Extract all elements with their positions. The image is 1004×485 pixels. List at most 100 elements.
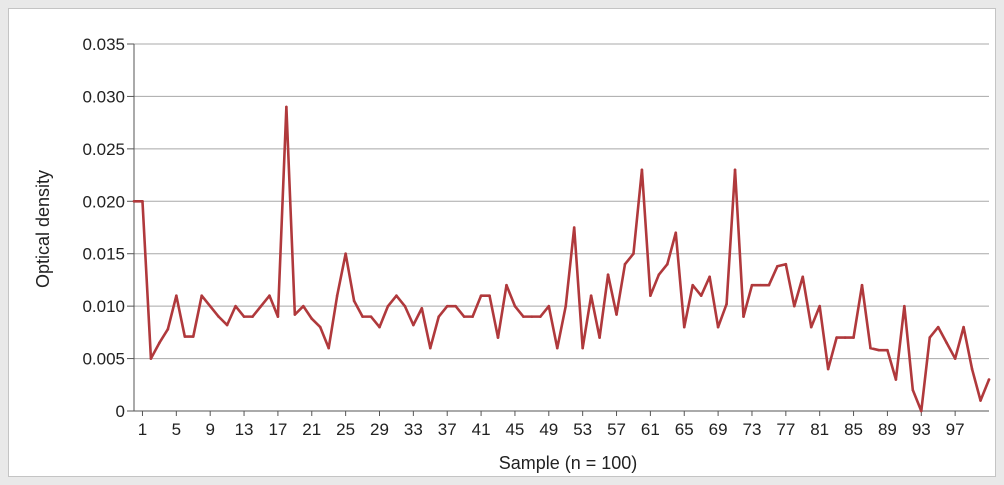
data-point (666, 262, 669, 266)
data-point (251, 315, 254, 318)
series-layer (132, 105, 991, 413)
data-point (936, 325, 940, 329)
data-point (386, 304, 390, 308)
data-point (208, 304, 212, 308)
data-point (691, 283, 695, 287)
data-point (395, 294, 398, 297)
data-point (657, 273, 661, 276)
data-point (835, 336, 838, 339)
data-point (869, 346, 872, 350)
data-point (606, 273, 610, 276)
data-point (505, 283, 508, 287)
data-point (894, 378, 898, 381)
data-point (310, 317, 314, 321)
data-point (191, 335, 195, 338)
data-line (132, 105, 991, 413)
x-tick-label: 9 (205, 420, 214, 439)
data-point (860, 283, 864, 287)
x-tick-label: 97 (946, 420, 965, 439)
data-point (581, 346, 584, 350)
data-point (539, 315, 542, 318)
data-point (919, 409, 923, 413)
data-point (979, 399, 982, 402)
data-point (564, 304, 568, 308)
grid-lines (134, 43, 989, 360)
data-point (826, 367, 830, 371)
x-tick-label: 17 (268, 420, 287, 439)
x-tick-label: 25 (336, 420, 355, 439)
data-point (750, 283, 754, 287)
data-point (818, 304, 821, 308)
x-tick-label: 69 (709, 420, 728, 439)
data-point (987, 378, 991, 381)
data-point (352, 299, 356, 303)
data-point (615, 313, 618, 316)
x-tick-label: 57 (607, 420, 626, 439)
data-point (420, 306, 424, 310)
x-tick-label: 73 (743, 420, 762, 439)
data-point (141, 199, 144, 203)
data-point (318, 325, 322, 329)
x-tick-label: 33 (404, 420, 423, 439)
data-point (759, 283, 762, 287)
data-point (852, 336, 855, 339)
x-tick-label: 77 (776, 420, 795, 439)
x-tick-label: 49 (539, 420, 558, 439)
data-point (725, 302, 728, 306)
x-tick-label: 65 (675, 420, 694, 439)
data-point (886, 348, 889, 352)
data-point (555, 346, 559, 350)
y-tick-labels: 0 0.005 0.010 0.015 0.020 0.025 0.030 0.035 (82, 35, 125, 421)
data-point (217, 315, 220, 318)
data-point (149, 357, 153, 360)
x-tick-label: 37 (438, 420, 457, 439)
data-point (378, 325, 381, 329)
x-tick-label: 61 (641, 420, 660, 439)
x-axis-title: Sample (n = 100) (499, 453, 638, 473)
data-point (970, 367, 974, 371)
data-point (488, 294, 491, 297)
y-tick-label: 0.015 (82, 245, 125, 264)
x-tick-label: 5 (172, 420, 181, 439)
data-point (166, 327, 170, 331)
data-point (335, 294, 339, 297)
data-point (589, 294, 593, 297)
y-tick-label: 0.025 (82, 140, 125, 159)
data-point (547, 304, 551, 308)
y-tick-label: 0.005 (82, 350, 125, 369)
x-tick-label: 29 (370, 420, 389, 439)
data-point (809, 325, 813, 329)
data-point (708, 275, 711, 279)
data-point (445, 304, 449, 308)
data-point (302, 304, 305, 308)
data-point (522, 315, 525, 318)
data-point (293, 313, 297, 316)
x-tick-label: 81 (810, 420, 829, 439)
data-point (412, 323, 415, 327)
data-point (175, 294, 178, 297)
data-point (843, 336, 847, 339)
data-point (462, 315, 466, 318)
data-point (953, 357, 957, 360)
data-point (496, 336, 500, 339)
data-point (344, 252, 347, 256)
x-tick-labels: 1 5 9 13 17 21 25 29 33 37 41 45 49 53 57 61 65 69 73 77 81 8… (138, 420, 965, 439)
data-point (742, 315, 745, 318)
data-point (327, 346, 331, 350)
data-point (132, 199, 136, 203)
y-tick-label: 0.010 (82, 297, 125, 316)
data-point (699, 294, 703, 297)
data-point (911, 388, 915, 392)
x-tick-label: 1 (138, 420, 147, 439)
data-point (962, 325, 965, 329)
y-tick-label: 0.035 (82, 35, 125, 54)
x-tick-label: 13 (235, 420, 254, 439)
data-point (437, 315, 441, 318)
x-tick-label: 53 (573, 420, 592, 439)
data-point (632, 252, 635, 256)
x-tick-label: 41 (472, 420, 491, 439)
data-point (479, 294, 483, 297)
data-point (513, 304, 517, 308)
data-point (733, 168, 737, 172)
y-tick-label: 0.030 (82, 87, 125, 106)
